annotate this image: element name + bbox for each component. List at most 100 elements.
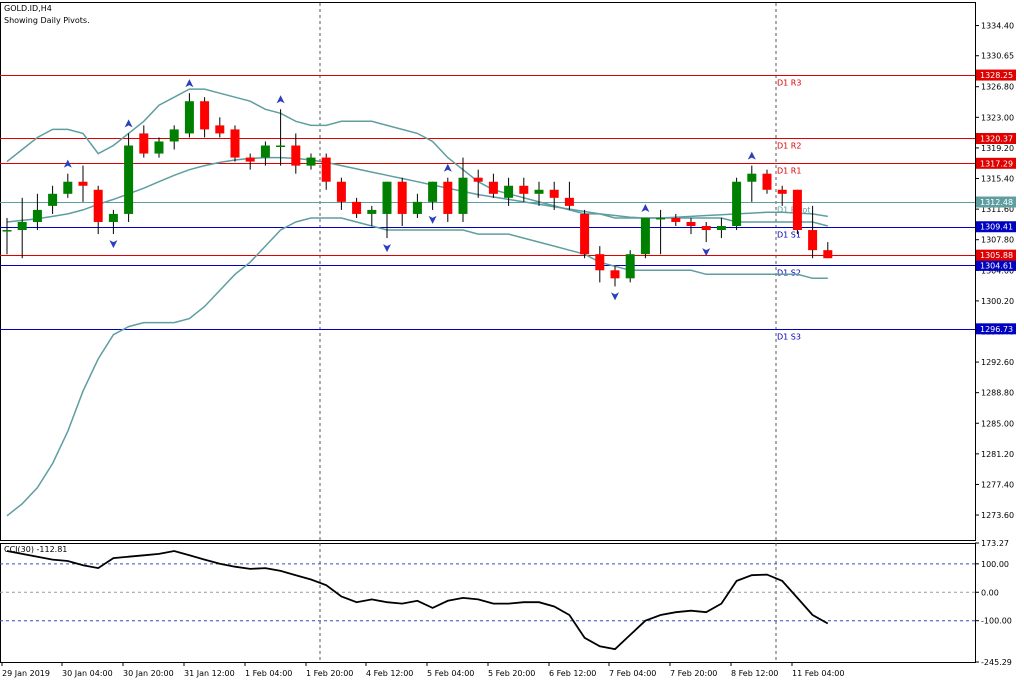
candle-body bbox=[2, 230, 12, 232]
candle-body bbox=[63, 181, 73, 194]
candle-body bbox=[352, 201, 362, 214]
fractal-up-icon bbox=[185, 79, 194, 88]
time-tick-label: 7 Feb 20:00 bbox=[670, 669, 717, 678]
time-tick-label: 8 Feb 12:00 bbox=[731, 669, 778, 678]
candle-body bbox=[488, 181, 498, 194]
time-tick-label: 30 Jan 04:00 bbox=[62, 669, 113, 678]
pivot-price-tag bbox=[976, 196, 1016, 208]
cci-tick-label: -100.00 bbox=[981, 617, 1012, 626]
candle-body bbox=[640, 217, 650, 255]
fractal-down-icon bbox=[702, 248, 711, 257]
time-tick-label: 30 Jan 20:00 bbox=[123, 669, 174, 678]
price-tick-label: 1292.60 bbox=[981, 358, 1014, 367]
pivot-price-tag-label: 1304.61 bbox=[980, 261, 1013, 270]
time-tick-label: 11 Feb 04:00 bbox=[792, 669, 844, 678]
candle-body bbox=[747, 173, 757, 182]
candle-body bbox=[245, 157, 255, 162]
bollinger-lower-band bbox=[6, 217, 828, 517]
candle-body bbox=[124, 145, 134, 214]
cci-tick-label: 100.00 bbox=[981, 560, 1009, 569]
candle-body bbox=[564, 197, 574, 206]
fractal-down-icon bbox=[611, 292, 619, 301]
chart-symbol: GOLD.ID,H4 bbox=[4, 4, 52, 13]
candle-body bbox=[32, 209, 42, 222]
pivot-price-tag bbox=[976, 69, 1016, 81]
fractal-up-icon bbox=[124, 119, 133, 128]
candle-body bbox=[823, 250, 833, 259]
fractal-up-icon bbox=[747, 151, 756, 160]
chart-subtitle: Showing Daily Pivots. bbox=[4, 16, 90, 25]
pivot-price-tag-label: 1317.29 bbox=[980, 159, 1013, 168]
candle-body bbox=[200, 101, 210, 130]
time-tick-label: 5 Feb 04:00 bbox=[427, 669, 474, 678]
price-tick-label: 1288.80 bbox=[981, 389, 1014, 398]
time-tick-label: 1 Feb 04:00 bbox=[245, 669, 292, 678]
candle-body bbox=[762, 173, 772, 190]
candle-body bbox=[412, 201, 422, 214]
price-tick-label: 1307.80 bbox=[981, 236, 1014, 245]
pivot-price-tag bbox=[976, 221, 1016, 233]
cci-tick-label: 173.27 bbox=[981, 539, 1009, 548]
candle-body bbox=[291, 145, 301, 166]
pivot-price-tag-label: 1320.37 bbox=[980, 134, 1013, 143]
candle-body bbox=[792, 189, 802, 231]
price-tick-label: 1311.60 bbox=[981, 205, 1014, 214]
time-tick-label: 7 Feb 04:00 bbox=[609, 669, 656, 678]
candle-body bbox=[443, 181, 453, 214]
candle-body bbox=[306, 157, 316, 166]
price-tick-label: 1281.20 bbox=[981, 450, 1014, 459]
candle-body bbox=[458, 177, 468, 214]
candle-body bbox=[671, 217, 681, 222]
candle-body bbox=[184, 101, 194, 134]
pivot-price-tag bbox=[976, 323, 1016, 335]
current-price-tag bbox=[976, 249, 1016, 261]
candle-body bbox=[504, 185, 514, 198]
pivot-label: D1 R1 bbox=[777, 167, 801, 176]
price-tick-label: 1323.00 bbox=[981, 113, 1014, 122]
candle-body bbox=[276, 145, 286, 148]
fractal-up-icon bbox=[276, 95, 285, 104]
pivot-price-tag-label: 1296.73 bbox=[980, 325, 1013, 334]
candle-body bbox=[610, 270, 620, 279]
candle-body bbox=[732, 181, 742, 227]
bollinger-middle-band bbox=[6, 156, 828, 223]
pivot-price-tag bbox=[976, 259, 1016, 271]
price-tick-label: 1330.65 bbox=[981, 52, 1014, 61]
candle-body bbox=[169, 129, 179, 142]
candle-body bbox=[473, 177, 483, 182]
cci-label: CCI(30) -112.81 bbox=[4, 545, 68, 554]
pivot-label: D1 S3 bbox=[777, 333, 801, 342]
candle-body bbox=[716, 226, 726, 231]
current-price-tag-label: 1305.88 bbox=[980, 251, 1013, 260]
fractal-down-icon bbox=[383, 244, 391, 253]
pivot-label: D1 S1 bbox=[777, 231, 801, 240]
fractal-down-icon bbox=[109, 240, 118, 249]
candle-body bbox=[17, 221, 27, 231]
candle-body bbox=[808, 230, 818, 251]
fractal-up-icon bbox=[641, 203, 650, 212]
candle-body bbox=[367, 209, 377, 214]
time-tick-label: 1 Feb 20:00 bbox=[306, 669, 353, 678]
candle-body bbox=[519, 185, 529, 194]
time-tick-label: 5 Feb 20:00 bbox=[488, 669, 535, 678]
fractal-up-icon bbox=[443, 163, 452, 172]
candle-body bbox=[78, 181, 88, 186]
candle-body bbox=[625, 254, 635, 279]
candle-body bbox=[215, 125, 225, 134]
candle-body bbox=[686, 221, 696, 227]
pivot-price-tag-label: 1312.48 bbox=[980, 198, 1013, 207]
candle-body bbox=[777, 189, 787, 194]
candle-body bbox=[48, 193, 58, 206]
fractal-up-icon bbox=[63, 159, 72, 168]
candle-body bbox=[260, 145, 270, 158]
price-tick-label: 1326.80 bbox=[981, 83, 1014, 92]
candle-body bbox=[154, 141, 164, 154]
candle-body bbox=[428, 181, 438, 202]
price-tick-label: 1273.60 bbox=[981, 511, 1014, 520]
time-tick-label: 4 Feb 12:00 bbox=[366, 669, 413, 678]
time-tick-label: 6 Feb 12:00 bbox=[549, 669, 596, 678]
candle-body bbox=[382, 181, 392, 214]
pivot-label: D1 R2 bbox=[777, 142, 801, 151]
candle-body bbox=[549, 189, 559, 198]
cci-tick-label: -245.29 bbox=[981, 658, 1012, 667]
